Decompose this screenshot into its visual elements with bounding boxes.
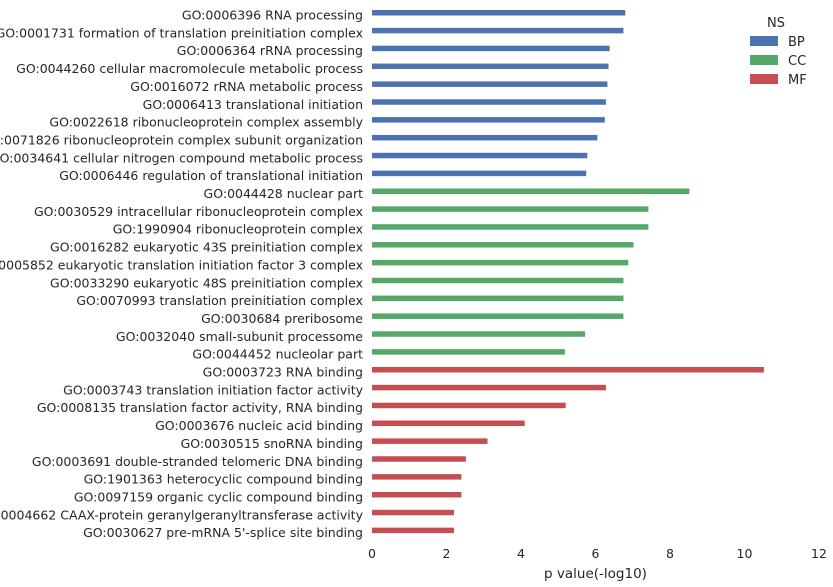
category-label: GO:0003691 double-stranded telomeric DNA…	[32, 454, 363, 469]
bar-bp-9	[372, 170, 587, 177]
category-label: GO:0044260 cellular macromolecule metabo…	[16, 61, 363, 76]
x-tick-label: 12	[811, 546, 827, 561]
category-label: GO:0033290 eukaryotic 48S preinitiation …	[50, 275, 363, 290]
category-label: GO:0044428 nuclear part	[204, 186, 364, 201]
legend-swatch-cc	[750, 55, 778, 65]
legend-label-mf: MF	[788, 73, 807, 88]
category-label: GO:0006396 RNA processing	[182, 8, 363, 23]
category-label: GO:0016072 rRNA metabolic process	[130, 79, 363, 94]
bar-mf-3	[372, 420, 525, 427]
category-label: GO:0005852 eukaryotic translation initia…	[0, 257, 363, 272]
category-label: GO:0003743 translation initiation factor…	[63, 382, 363, 397]
legend-swatch-bp	[750, 36, 778, 46]
category-label: GO:0016282 eukaryotic 43S preinitiation …	[50, 240, 363, 255]
bar-cc-2	[372, 224, 649, 230]
bar-cc-4	[372, 259, 629, 266]
x-tick-label: 0	[368, 546, 376, 561]
category-label: GO:1990904 ribonucleoprotein complex	[113, 222, 363, 237]
category-label: GO:0001731 formation of translation prei…	[0, 25, 363, 40]
category-labels: GO:0006396 RNA processing GO:0001731 form…	[0, 8, 364, 541]
bar-mf-4	[372, 438, 488, 444]
x-axis-label: p value(-log10)	[544, 566, 647, 582]
category-label: GO:0030627 pre-mRNA 5'-splice site bindi…	[83, 525, 363, 540]
bar-bp-4	[372, 81, 608, 87]
bar-mf-9	[372, 527, 454, 534]
bar-mf-5	[372, 456, 466, 462]
bar-bp-0	[372, 10, 626, 16]
x-axis-ticks: 0 2 4 6 8 10 12	[368, 546, 827, 561]
category-label: GO:0034641 cellular nitrogen compound me…	[0, 150, 363, 165]
category-label: GO:0070993 translation preinitiation com…	[76, 293, 363, 308]
bar-bp-2	[372, 45, 610, 52]
x-tick-label: 2	[443, 546, 451, 561]
category-label: GO:0006413 translational initiation	[143, 97, 363, 112]
category-label: GO:0030515 snoRNA binding	[181, 436, 363, 451]
legend-label-bp: BP	[788, 35, 805, 50]
category-label: GO:0008135 translation factor activity, …	[37, 400, 363, 415]
category-label: GO:0004662 CAAX-protein geranylgeranyltr…	[0, 507, 364, 522]
bar-cc-0	[372, 188, 690, 194]
bar-bp-8	[372, 152, 588, 159]
category-label: GO:1901363 heterocyclic compound binding	[84, 472, 363, 487]
bar-cc-3	[372, 242, 634, 248]
legend-title: NS	[767, 16, 785, 31]
category-label: GO:0022618 ribonucleoprotein complex ass…	[49, 115, 363, 130]
x-tick-label: 10	[737, 546, 753, 561]
bar-bp-1	[372, 27, 624, 34]
category-label: GO:0030684 preribosome	[201, 311, 363, 326]
bar-mf-0	[372, 367, 764, 373]
bar-mf-8	[372, 509, 454, 516]
bar-bp-5	[372, 99, 606, 105]
bar-bp-7	[372, 134, 598, 141]
category-label: GO:0044452 nucleolar part	[192, 347, 363, 362]
legend-swatch-mf	[750, 74, 778, 84]
category-label: GO:0006364 rRNA processing	[177, 43, 363, 58]
bar-bp-3	[372, 63, 609, 70]
bars-layer	[372, 10, 764, 534]
category-label: GO:0006446 regulation of translational i…	[59, 168, 363, 183]
x-tick-label: 4	[517, 546, 525, 561]
bar-cc-6	[372, 295, 624, 302]
bar-cc-1	[372, 206, 649, 212]
x-tick-label: 6	[592, 546, 600, 561]
category-label: GO:0003723 RNA binding	[203, 365, 363, 380]
bar-cc-8	[372, 331, 586, 337]
category-label: GO:0032040 small-subunit processome	[116, 329, 363, 344]
bar-mf-1	[372, 384, 606, 391]
bar-cc-7	[372, 313, 624, 319]
category-label: GO:0071826 ribonucleoprotein complex sub…	[0, 132, 363, 147]
legend-label-cc: CC	[788, 54, 806, 69]
bar-mf-7	[372, 491, 462, 498]
bar-cc-9	[372, 349, 565, 355]
bar-mf-2	[372, 402, 566, 409]
legend: NS BP CC MF	[750, 16, 807, 88]
bar-cc-5	[372, 277, 624, 284]
category-label: GO:0030529 intracellular ribonucleoprote…	[34, 204, 363, 219]
category-label: GO:0003676 nucleic acid binding	[155, 418, 363, 433]
bar-bp-6	[372, 117, 605, 123]
bar-mf-6	[372, 474, 462, 480]
category-label: GO:0097159 organic cyclic compound bindi…	[74, 489, 363, 504]
x-tick-label: 8	[666, 546, 674, 561]
